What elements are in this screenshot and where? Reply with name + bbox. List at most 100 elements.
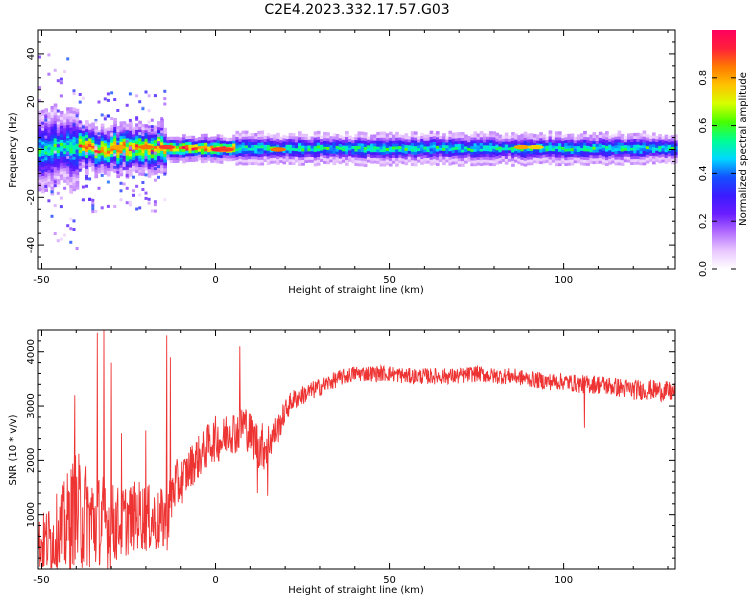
spectrogram-cell <box>608 161 612 165</box>
spectrogram-cell <box>106 158 111 163</box>
spectrogram-cell <box>351 160 355 164</box>
spectrogram-cell <box>153 157 158 161</box>
spectrogram-cell <box>379 151 384 155</box>
snr-y-tick-label: 1000 <box>26 502 37 527</box>
spectrogram-cell <box>41 187 45 191</box>
spectrogram-cell <box>608 150 612 154</box>
spectrogram-cell <box>567 148 572 152</box>
spectrogram-cell <box>85 131 89 135</box>
spectrogram-cell <box>75 108 80 113</box>
spectrogram-cell <box>592 143 597 147</box>
spectrogram-cell <box>498 137 503 141</box>
spectrogram-cell <box>363 135 368 139</box>
spectrogram-cell <box>276 138 280 142</box>
spectrogram-cell <box>75 163 80 167</box>
spectrogram-cell <box>69 141 73 145</box>
spectrogram-scatter-cell <box>119 189 123 193</box>
spectrogram-cell <box>157 138 161 142</box>
spectrogram-cell <box>420 138 424 142</box>
spectrogram-cell <box>72 113 77 117</box>
spectrogram-cell <box>44 177 48 181</box>
spectrogram-cell <box>269 143 274 147</box>
spectrogram-cell <box>551 156 556 160</box>
spectrogram-cell <box>476 145 481 149</box>
spectrogram-cell <box>464 140 468 144</box>
spectrogram-cell <box>304 154 308 158</box>
spectrogram-cell <box>351 151 355 155</box>
spectrogram-cell <box>191 138 196 142</box>
spectrogram-cell <box>388 148 393 153</box>
spectrogram-cell <box>247 161 252 165</box>
spectrogram-cell <box>598 148 603 153</box>
spectrogram-cell <box>648 141 653 145</box>
spectrogram-cell <box>106 133 111 137</box>
spectrogram-cell <box>670 158 675 162</box>
spectrogram-cell <box>157 155 161 159</box>
spectrogram-cell <box>536 151 540 156</box>
spectrogram-cell <box>520 139 525 143</box>
spectrogram-cell <box>435 156 440 161</box>
spectrogram-cell <box>56 121 61 125</box>
spectrogram-cell <box>50 177 55 181</box>
spectrogram-scatter-cell <box>163 97 167 101</box>
spectrogram-cell <box>523 140 528 144</box>
spectrogram-cell <box>620 162 625 166</box>
spectrogram-cell <box>442 159 446 163</box>
spectrogram-cell <box>451 135 456 139</box>
spectrogram-cell <box>520 148 525 152</box>
spectrogram-cell <box>454 138 459 142</box>
spectrogram-cell <box>41 115 45 119</box>
spectrogram-cell <box>298 139 302 144</box>
spectrogram-cell <box>125 169 130 173</box>
spectrogram-cell <box>298 159 302 164</box>
spectrogram-cell <box>548 130 553 134</box>
spectrogram-cell <box>410 151 415 155</box>
spectrogram-cell <box>536 148 540 153</box>
spectrogram-cell <box>630 153 634 157</box>
spectrogram-cell <box>110 150 114 155</box>
spectrogram-cell <box>53 143 58 147</box>
spectrogram-cell <box>495 149 500 154</box>
spectrogram-cell <box>370 137 374 141</box>
spectrogram-cell <box>172 139 177 143</box>
spectrogram-cell <box>426 146 431 150</box>
spectrogram-cell <box>147 163 152 167</box>
spectrogram-hot-spot <box>513 144 530 150</box>
spectrogram-cell <box>100 149 105 153</box>
spectrogram-cell <box>56 115 61 119</box>
spectrogram-cell <box>623 144 628 148</box>
spectrogram-scatter-cell <box>56 239 60 243</box>
spectrogram-cell <box>401 140 406 145</box>
spectrogram-cell <box>66 150 70 154</box>
spectrogram-cell <box>486 139 490 143</box>
spectrogram-cell <box>75 117 80 121</box>
spectrogram-cell <box>454 155 459 159</box>
spectrogram-cell <box>313 134 318 138</box>
spectrogram-cell <box>398 148 402 152</box>
spectrogram-cell <box>94 126 99 130</box>
spectrogram-cell <box>44 154 48 158</box>
spectrogram-scatter-cell <box>44 114 48 118</box>
spectrogram-cell <box>573 157 578 161</box>
spectrogram-cell <box>172 136 177 141</box>
spectrogram-cell <box>420 147 424 151</box>
spectrogram-cell <box>41 175 45 179</box>
spectrogram-cell <box>670 161 675 165</box>
spectrogram-cell <box>263 147 268 151</box>
spectrogram-cell <box>56 118 61 122</box>
spectrogram-cell <box>266 141 271 145</box>
spectrogram-cell <box>247 138 252 142</box>
spectrogram-cell <box>59 142 64 146</box>
spectrogram-cell <box>533 134 537 138</box>
spectrogram-cell <box>589 154 594 159</box>
spectrogram-cell <box>260 133 265 137</box>
spectrogram-cell <box>103 139 108 144</box>
spectrogram-scatter-cell <box>75 114 79 118</box>
spectrogram-cell <box>329 159 333 163</box>
spectrogram-cell <box>420 132 424 137</box>
spectrogram-cell <box>163 162 167 166</box>
spectrogram-cell <box>598 137 603 141</box>
spectrogram-cell <box>363 155 368 159</box>
spectrogram-cell <box>457 154 462 159</box>
spectrogram-cell <box>617 162 622 166</box>
